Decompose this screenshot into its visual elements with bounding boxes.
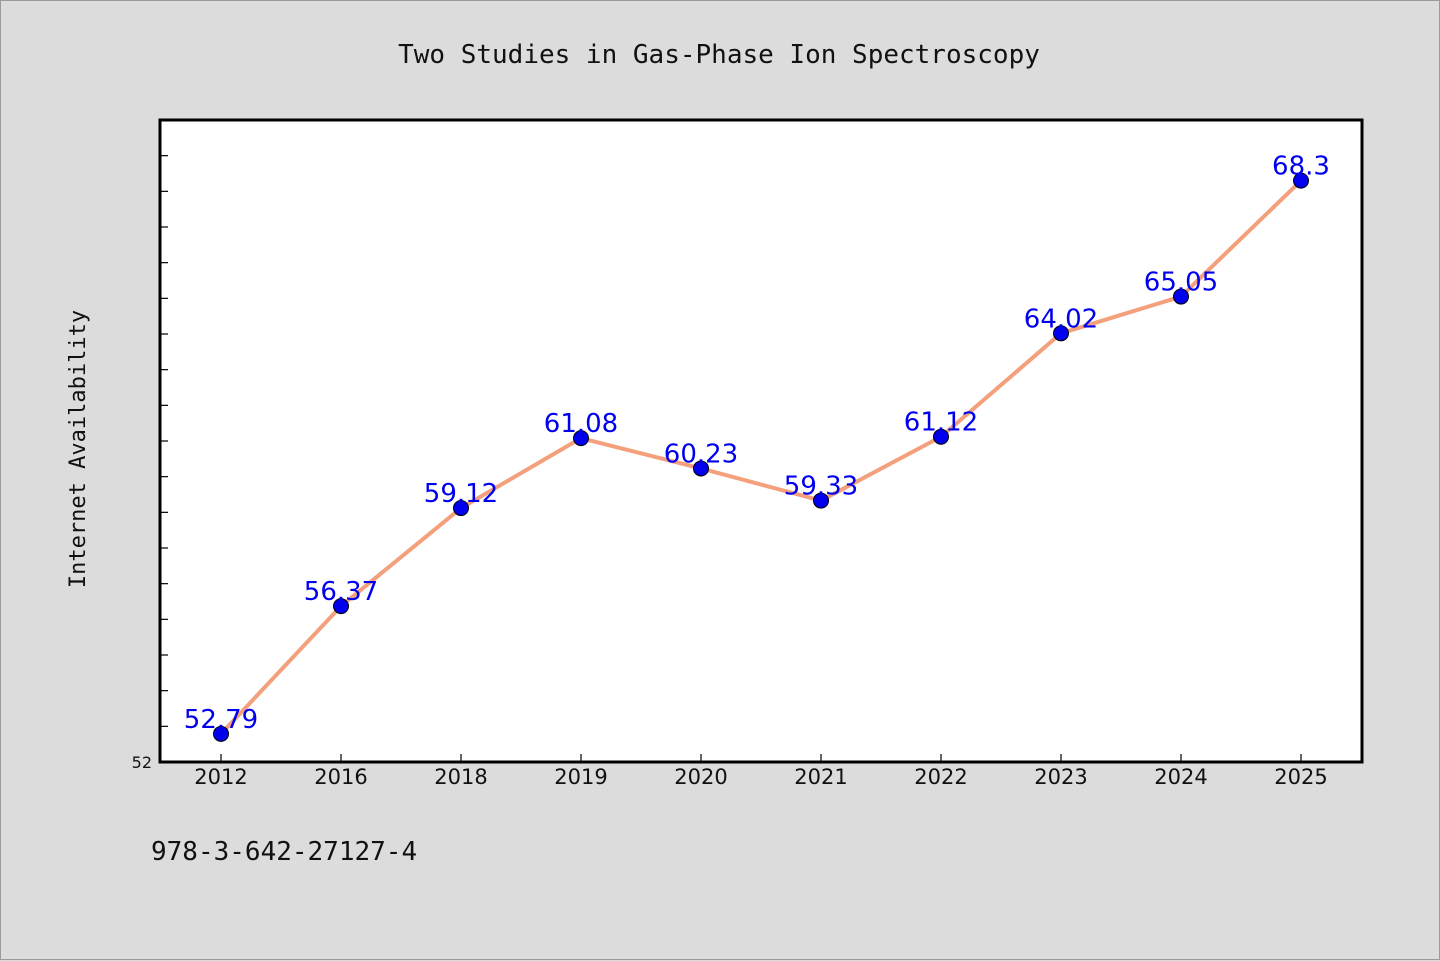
data-label: 56.37 [304, 577, 378, 607]
data-point [333, 598, 349, 615]
data-label: 52.79 [184, 705, 258, 735]
x-tick-label: 2024 [1154, 765, 1207, 789]
series-line-group: 52.79 56.37 59.12 61.08 60.23 59.33 61.12 64.02… [184, 152, 1330, 742]
x-tick-label: 2023 [1034, 765, 1087, 789]
data-point [453, 500, 469, 517]
data-label: 68.3 [1272, 152, 1330, 182]
data-label: 61.12 [904, 408, 978, 438]
data-point [573, 430, 589, 447]
data-point [813, 492, 829, 509]
data-point [213, 725, 229, 742]
x-tick-label: 2020 [674, 765, 727, 789]
data-point [933, 428, 949, 445]
data-label: 64.02 [1024, 304, 1098, 334]
y-axis-label: Internet Availability [66, 310, 91, 588]
y-axis-ticks: 52 [132, 155, 168, 772]
x-axis-tick-labels: 2012 2016 2018 2019 2020 2021 2022 2023 2024 2025 [194, 754, 1328, 789]
x-tick-label: 2019 [554, 765, 607, 789]
chart-title: Two Studies in Gas-Phase Ion Spectroscop… [398, 40, 1040, 70]
data-label: 60.23 [664, 439, 738, 469]
data-label: 61.08 [544, 409, 618, 439]
data-label: 59.12 [424, 479, 498, 509]
x-tick-label: 2025 [1274, 765, 1327, 789]
data-label: 59.33 [784, 472, 858, 502]
x-tick-label: 2021 [794, 765, 847, 789]
x-tick-label: 2022 [914, 765, 967, 789]
plot-area [158, 118, 1364, 764]
x-tick-label: 2012 [194, 765, 247, 789]
data-point [1293, 172, 1309, 189]
data-point [1173, 288, 1189, 305]
x-tick-label: 2016 [314, 765, 367, 789]
data-label: 65.05 [1144, 268, 1218, 298]
x-tick-label: 2018 [434, 765, 487, 789]
data-point [693, 460, 709, 477]
footer-isbn: 978-3-642-27127-4 [151, 837, 418, 867]
series-line [219, 178, 1303, 736]
data-point [1053, 325, 1069, 342]
y-tick-label: 52 [132, 753, 152, 772]
